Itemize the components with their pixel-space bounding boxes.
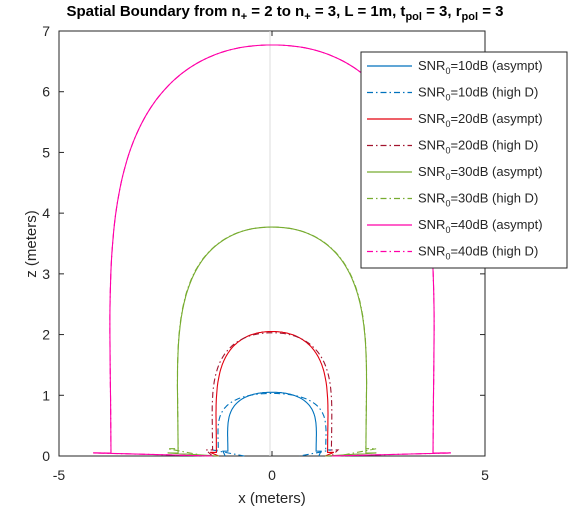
- x-tick-label: 5: [481, 467, 489, 483]
- legend-item: SNR0=40dB (high D): [367, 244, 538, 262]
- y-tick-label: 4: [42, 205, 50, 221]
- legend-label: SNR0=20dB (high D): [418, 138, 538, 156]
- legend-label: SNR0=10dB (asympt): [418, 58, 543, 76]
- y-tick-label: 1: [42, 387, 50, 403]
- x-tick-label: -5: [53, 467, 66, 483]
- legend-box: [360, 51, 568, 269]
- legend-label: SNR0=30dB (asympt): [418, 164, 543, 182]
- legend-item: SNR0=40dB (asympt): [367, 217, 543, 235]
- y-tick-label: 2: [42, 327, 50, 343]
- series-curve-1: [222, 391, 322, 457]
- series-curve-3: [210, 330, 334, 457]
- y-tick-label: 5: [42, 144, 50, 160]
- legend-label: SNR0=10dB (high D): [418, 85, 538, 103]
- chart-title: Spatial Boundary from n+ = 2 to n+ = 3, …: [67, 3, 504, 23]
- y-tick-label: 3: [42, 266, 50, 282]
- legend-label: SNR0=40dB (asympt): [418, 217, 543, 235]
- legend-label: SNR0=30dB (high D): [418, 191, 538, 209]
- series-curve-4: [204, 332, 340, 457]
- legend-label: SNR0=40dB (high D): [418, 244, 538, 262]
- y-axis-label: z (meters): [23, 210, 40, 278]
- legend-item: SNR0=10dB (high D): [367, 85, 538, 103]
- legend-item: SNR0=30dB (asympt): [367, 164, 543, 182]
- series-curve-2: [212, 392, 332, 457]
- y-tick-label: 7: [42, 23, 50, 39]
- x-axis-label: x (meters): [238, 490, 306, 507]
- legend-item: SNR0=10dB (asympt): [367, 58, 543, 76]
- x-tick-label: 0: [268, 467, 276, 483]
- legend: SNR0=10dB (asympt) SNR0=10dB (high D) SNR0…: [360, 51, 568, 269]
- legend-item: SNR0=20dB (high D): [367, 138, 538, 156]
- y-tick-label: 0: [42, 448, 50, 464]
- legend-label: SNR0=20dB (asympt): [418, 111, 543, 129]
- legend-item: SNR0=30dB (high D): [367, 191, 538, 209]
- y-tick-label: 6: [42, 84, 50, 100]
- legend-item: SNR0=20dB (asympt): [367, 111, 543, 129]
- series-curve-6: [167, 226, 377, 457]
